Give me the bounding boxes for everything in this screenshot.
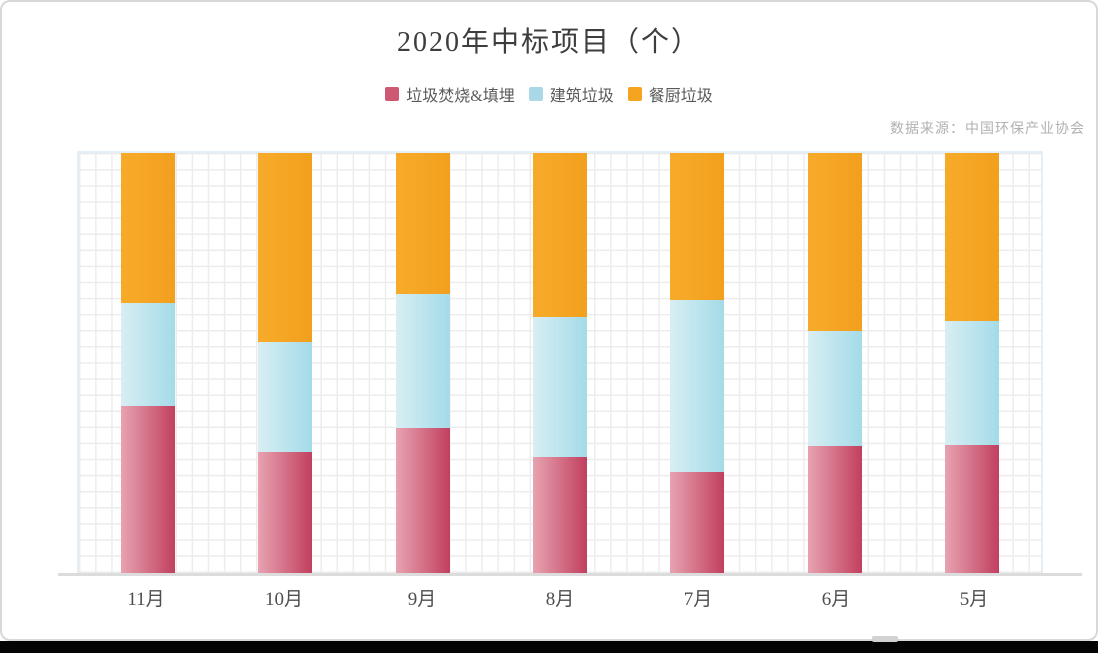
x-axis-label-10月: 10月 xyxy=(264,589,304,610)
x-axis-label-6月: 6月 xyxy=(821,589,851,610)
legend-swatch-icon xyxy=(528,87,543,101)
legend-swatch-icon xyxy=(385,87,400,101)
legend-swatch-icon xyxy=(627,87,642,101)
bar-segment-餐厨垃圾 xyxy=(533,153,587,317)
x-axis-labels: 11月 10月 9月 8月 7月 6月 5月 xyxy=(77,584,1043,610)
stacked-bar-7月 xyxy=(670,153,725,574)
legend: 垃圾焚烧&填埋 建筑垃圾 餐厨垃圾 xyxy=(0,82,1098,106)
stacked-bar-8月 xyxy=(533,153,587,574)
bar-segment-垃圾焚烧&填埋 xyxy=(533,457,587,574)
bottom-black-strip xyxy=(0,641,1098,653)
legend-item-2[interactable]: 餐厨垃圾 xyxy=(627,82,713,106)
bar-segment-餐厨垃圾 xyxy=(395,153,450,294)
x-axis-label-11月: 11月 xyxy=(127,589,165,610)
x-axis-label-9月: 9月 xyxy=(407,589,437,610)
bar-segment-建筑垃圾 xyxy=(258,341,313,452)
bar-segment-垃圾焚烧&填埋 xyxy=(258,451,313,574)
plot-area xyxy=(77,151,1043,574)
stacked-bar-11月 xyxy=(120,153,175,574)
bar-segment-建筑垃圾 xyxy=(533,316,587,458)
bar-segment-建筑垃圾 xyxy=(120,302,175,407)
bar-segment-建筑垃圾 xyxy=(945,321,1000,446)
stacked-bar-5月 xyxy=(945,153,1000,574)
bar-segment-垃圾焚烧&填埋 xyxy=(945,445,1000,574)
bar-segment-建筑垃圾 xyxy=(395,293,450,428)
legend-item-0[interactable]: 垃圾焚烧&填埋 xyxy=(385,82,515,106)
data-source-note: 数据来源：中国环保产业协会 xyxy=(890,122,1085,137)
bar-segment-餐厨垃圾 xyxy=(120,153,175,303)
scrollbar-thumb[interactable] xyxy=(872,636,898,642)
legend-item-label: 垃圾焚烧&填埋 xyxy=(406,88,515,105)
chart-title: 2020年中标项目（个） xyxy=(396,27,701,58)
stacked-bar-9月 xyxy=(395,153,450,574)
x-axis-label-8月: 8月 xyxy=(545,589,575,610)
bar-segment-垃圾焚烧&填埋 xyxy=(120,406,175,574)
bar-segment-垃圾焚烧&填埋 xyxy=(670,472,725,574)
bar-segment-建筑垃圾 xyxy=(670,299,725,473)
bar-segment-餐厨垃圾 xyxy=(670,153,725,300)
bar-segment-餐厨垃圾 xyxy=(807,153,862,331)
legend-item-label: 建筑垃圾 xyxy=(549,88,614,105)
x-axis-label-7月: 7月 xyxy=(683,589,713,610)
legend-item-label: 餐厨垃圾 xyxy=(648,88,713,105)
bar-segment-餐厨垃圾 xyxy=(945,153,1000,322)
bar-segment-垃圾焚烧&填埋 xyxy=(807,446,862,574)
legend-item-1[interactable]: 建筑垃圾 xyxy=(528,82,614,106)
stacked-bar-10月 xyxy=(258,153,313,574)
x-axis-label-5月: 5月 xyxy=(959,589,989,610)
bar-segment-垃圾焚烧&填埋 xyxy=(395,427,450,574)
x-axis-line xyxy=(58,573,1082,576)
stacked-bar-6月 xyxy=(807,153,862,574)
bar-segment-建筑垃圾 xyxy=(807,330,862,447)
bar-segment-餐厨垃圾 xyxy=(258,153,313,342)
